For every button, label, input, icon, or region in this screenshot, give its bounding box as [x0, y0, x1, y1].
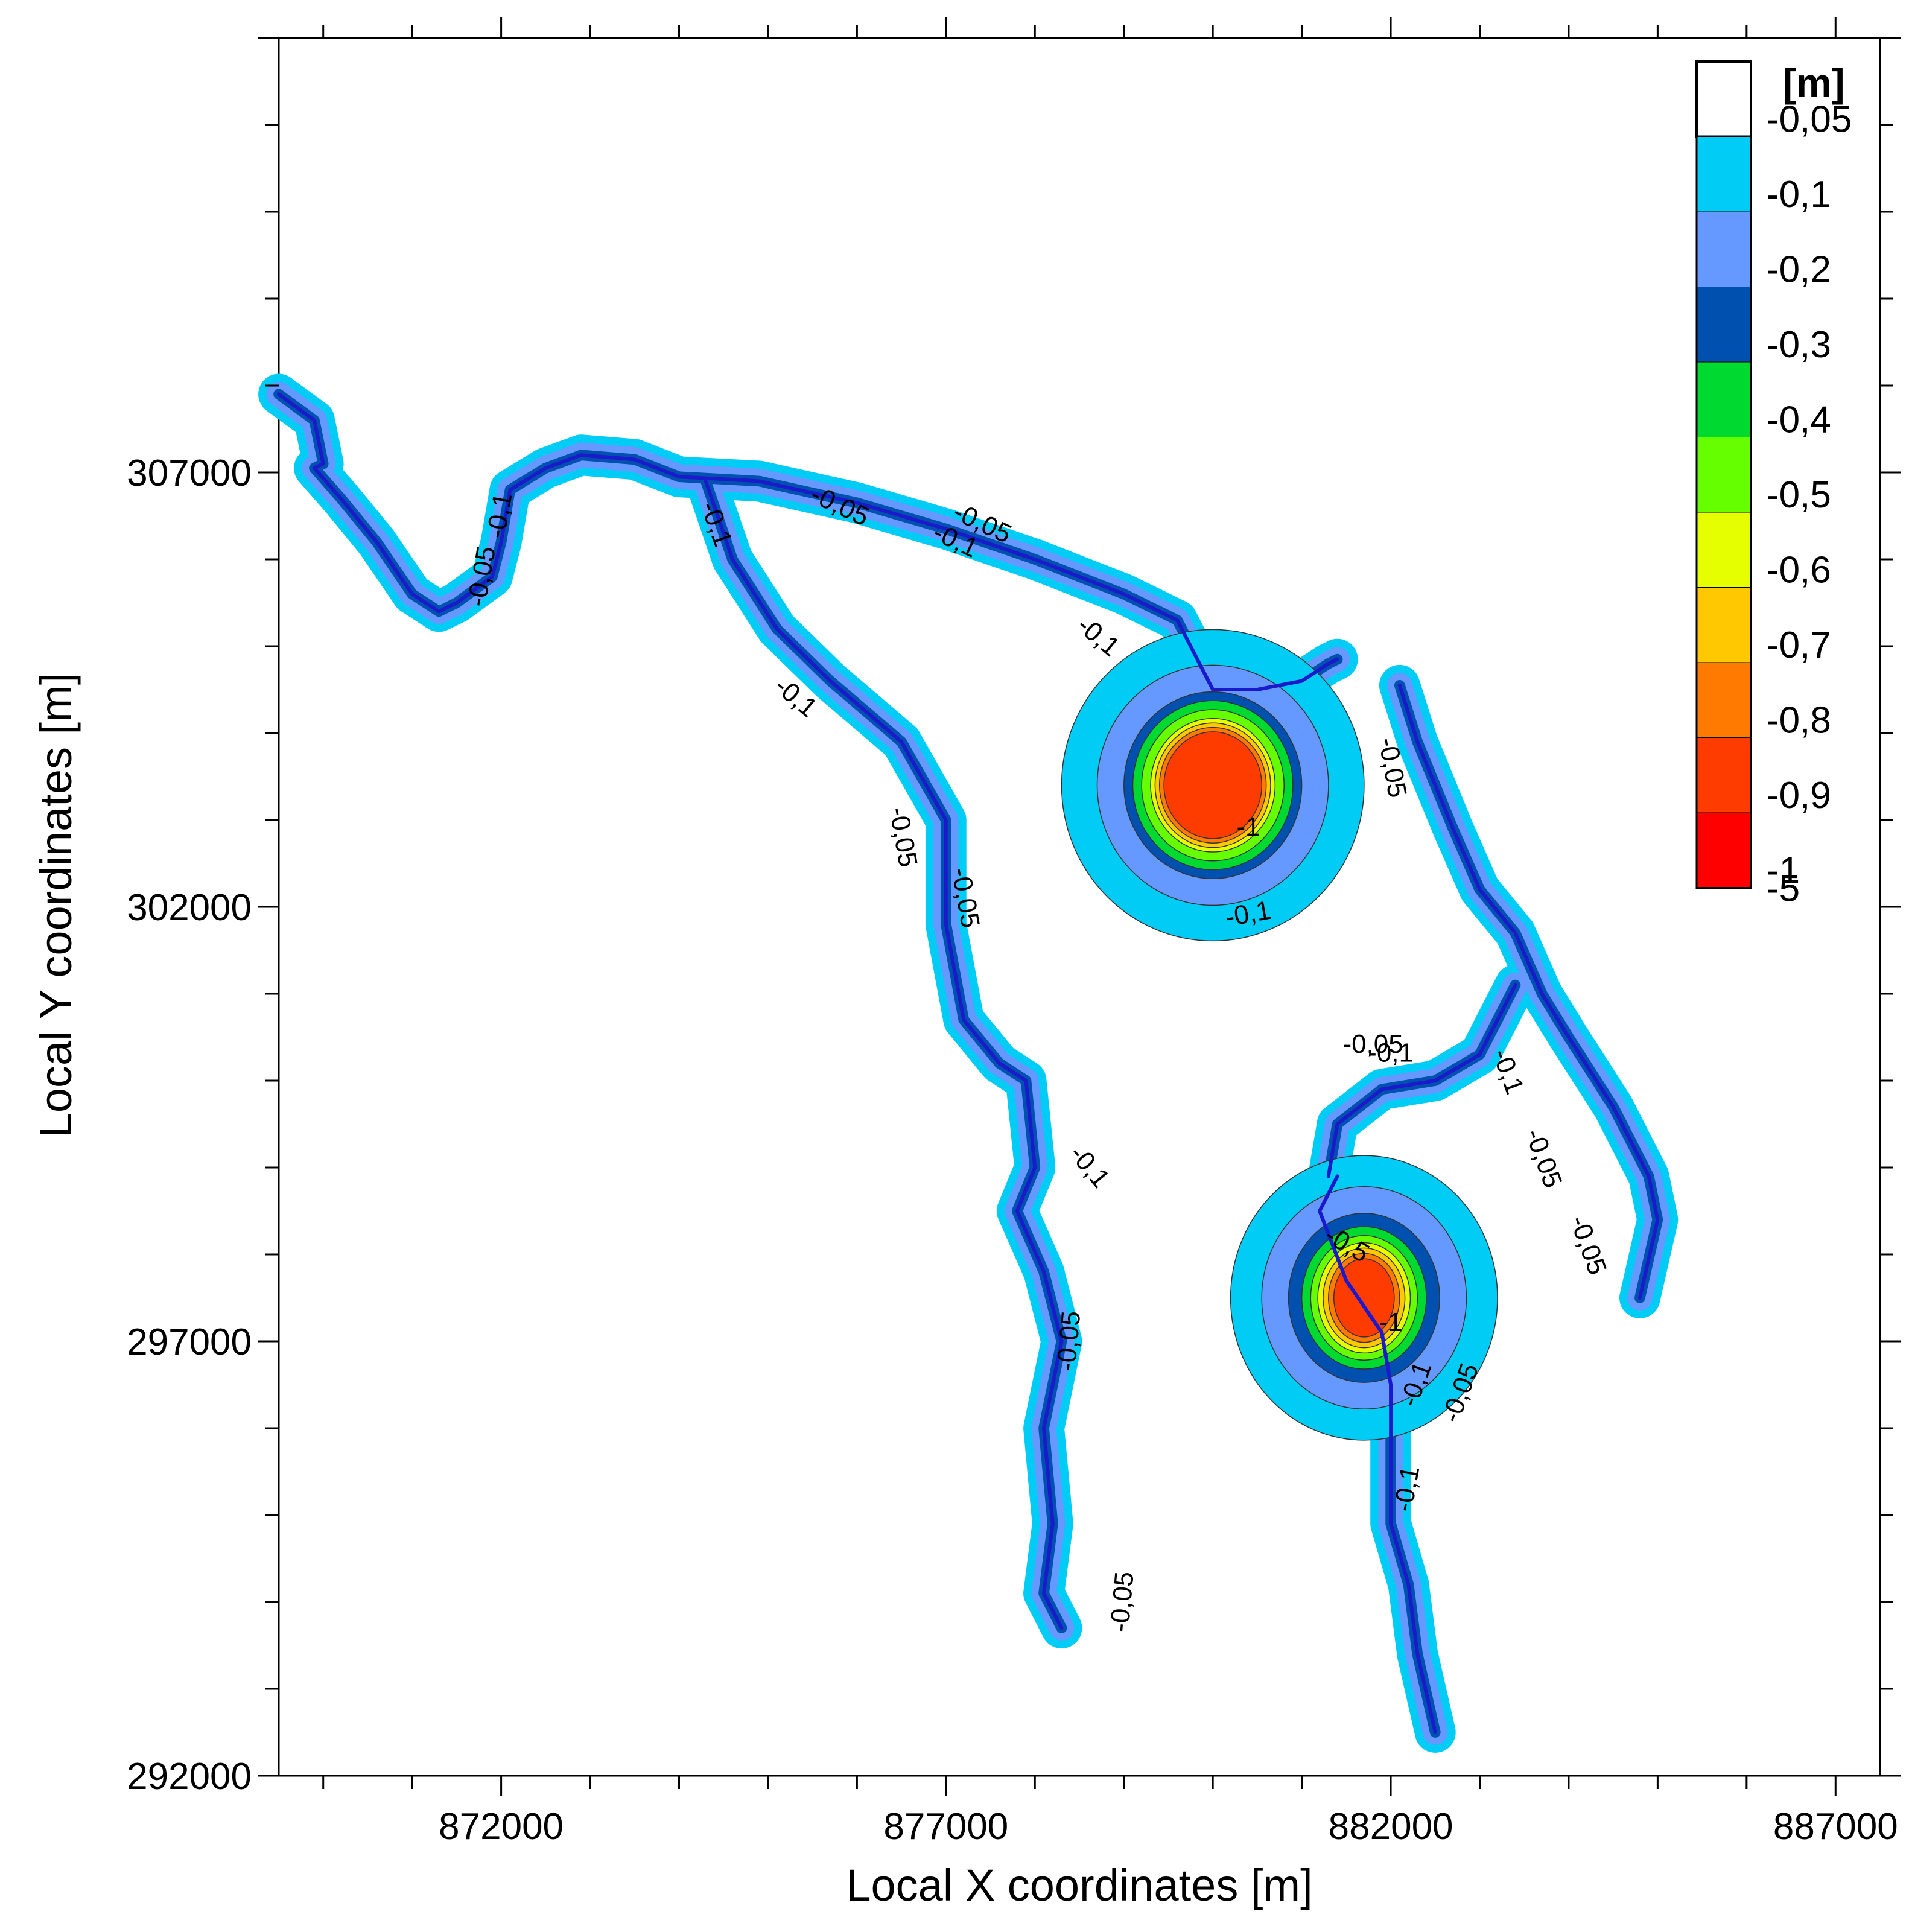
- y-tick-label-292000: 292000: [127, 1756, 252, 1797]
- colorbar-swatch-4: [1696, 361, 1752, 437]
- contour-label-22: -1: [1379, 1308, 1403, 1337]
- plot-frame: [278, 37, 1881, 1777]
- x-tick-label-872000: 872000: [439, 1806, 564, 1848]
- colorbar-frame: [1695, 60, 1752, 889]
- depression-1-level-8: [1333, 1258, 1395, 1338]
- river-layer: [277, 392, 1660, 1734]
- colorbar-label-7: -0,7: [1767, 624, 1831, 666]
- colorbar-swatch-1: [1696, 136, 1752, 212]
- colorbar-swatch-9: [1696, 737, 1752, 813]
- river-line-right: [1397, 683, 1660, 1300]
- colorbar-swatch-7: [1696, 587, 1752, 663]
- contour-label-14: -0,05: [1052, 1310, 1087, 1373]
- river-line-upper_left: [277, 392, 1215, 691]
- colorbar-swatch-8: [1696, 662, 1752, 738]
- x-tick-label-882000: 882000: [1329, 1806, 1453, 1848]
- contour-label-19: -0,05: [1342, 1029, 1403, 1059]
- contour-label-20: -0,1: [1368, 1038, 1414, 1067]
- colorbar-label-5: -0,5: [1767, 474, 1831, 516]
- colorbar-label-4: -0,4: [1767, 399, 1831, 441]
- depression-0-level-8: [1163, 731, 1263, 839]
- colorbar-label-10: -1: [1767, 850, 1800, 892]
- contour-label-12: -1: [1237, 812, 1260, 842]
- y-tick-label-307000: 307000: [127, 453, 252, 494]
- colorbar-swatch-5: [1696, 437, 1752, 513]
- colorbar-label-0: -0,05: [1767, 99, 1852, 141]
- colorbar-label-2: -0,2: [1767, 249, 1831, 291]
- colorbar-label-1: -0,1: [1767, 174, 1831, 215]
- x-tick-label-877000: 877000: [883, 1806, 1008, 1848]
- y-tick-label-297000: 297000: [127, 1321, 252, 1363]
- river-line-right_trib: [1326, 983, 1517, 1178]
- river-line-middle: [704, 479, 1064, 1630]
- colorbar-unit: [m]: [1783, 60, 1845, 105]
- colorbar-label-6: -0,6: [1767, 550, 1831, 591]
- colorbar-swatch-2: [1696, 211, 1752, 287]
- colorbar-swatch-3: [1696, 287, 1752, 363]
- colorbar-swatch-10: [1696, 812, 1752, 888]
- x-tick-label-887000: 887000: [1773, 1806, 1898, 1848]
- y-tick-label-302000: 302000: [127, 887, 252, 929]
- axes-layer: 872000 877000 882000 887000 292000 297000 3020…: [127, 17, 1901, 1848]
- colorbar-label-3: -0,3: [1767, 324, 1831, 366]
- x-axis-title: Local X coordinates [m]: [846, 1860, 1312, 1910]
- colorbar-swatch-6: [1696, 512, 1752, 588]
- river-line-north_arm: [1211, 657, 1339, 691]
- y-axis-title: Local Y coordinates [m]: [31, 673, 81, 1138]
- colorbar-label-8: -0,8: [1767, 700, 1831, 742]
- contour-label-15: -0,05: [1105, 1571, 1140, 1633]
- colorbar-label-9: -0,9: [1767, 775, 1831, 816]
- river-line-lower: [1318, 1174, 1437, 1734]
- colorbar-label-11: -5: [1767, 868, 1800, 910]
- colorbar: [m]-0,05 -0,1 -0,2 -0,3 -0,4 -0,5 -0,6 -0,7 -0,8…: [1695, 60, 1852, 910]
- colorbar-swatch-0: [1695, 60, 1752, 138]
